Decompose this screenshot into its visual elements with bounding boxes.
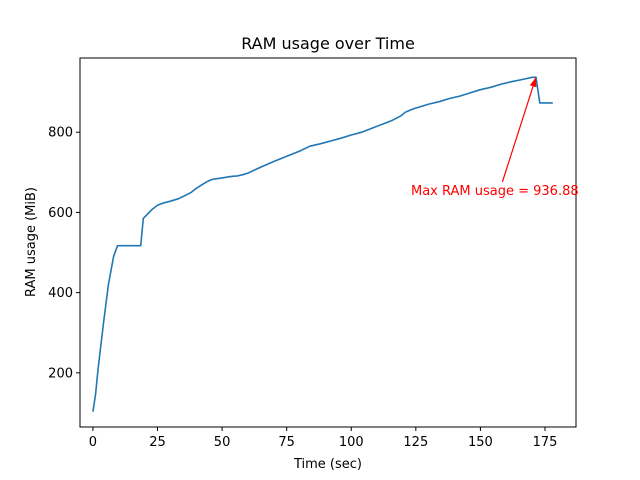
- annotation-arrow-line: [501, 77, 537, 183]
- annotation-arrowhead: [529, 77, 537, 88]
- plot-frame: [79, 57, 577, 428]
- x-tick-label: 25: [149, 435, 166, 450]
- y-tick-label: 800: [48, 126, 73, 141]
- x-tick-label: 175: [533, 435, 558, 450]
- y-axis: 200 400 600 800: [48, 126, 80, 381]
- annotation-text: Max RAM usage = 936.88: [411, 184, 579, 199]
- x-tick-label: 100: [339, 435, 364, 450]
- x-tick-label: 150: [468, 435, 493, 450]
- x-axis-label: Time (sec): [293, 457, 362, 472]
- y-tick-label: 600: [48, 206, 73, 221]
- y-axis-label: RAM usage (MiB): [24, 187, 39, 297]
- x-tick-label: 125: [403, 435, 428, 450]
- y-tick-label: 200: [48, 366, 73, 381]
- x-tick-label: 0: [89, 435, 97, 450]
- plot-area: [92, 76, 553, 412]
- y-tick-label: 400: [48, 286, 73, 301]
- ram-usage-line: [92, 76, 553, 412]
- x-axis: 0 25 50 75 100 125 150 175: [89, 427, 558, 450]
- x-tick-label: 75: [278, 435, 295, 450]
- chart-title: RAM usage over Time: [241, 34, 415, 53]
- annotation: Max RAM usage = 936.88: [411, 77, 579, 199]
- x-tick-label: 50: [214, 435, 231, 450]
